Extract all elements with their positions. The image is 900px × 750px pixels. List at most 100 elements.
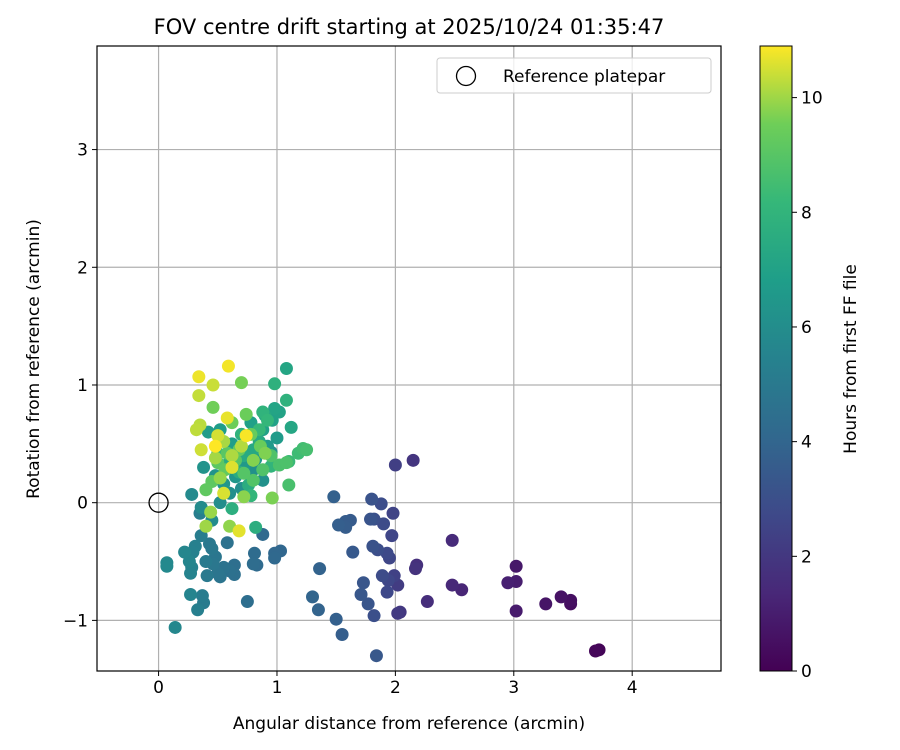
y-tick-label: 2 bbox=[77, 258, 88, 278]
y-tick-label: 3 bbox=[77, 141, 88, 161]
data-point bbox=[234, 376, 248, 390]
colorbar-tick-label: 4 bbox=[801, 433, 812, 453]
data-point bbox=[268, 551, 282, 565]
y-tick-label: 0 bbox=[77, 494, 88, 514]
data-point bbox=[184, 587, 198, 601]
chart-title: FOV centre drift starting at 2025/10/24 … bbox=[154, 15, 665, 39]
data-point bbox=[246, 557, 260, 571]
data-point bbox=[199, 483, 213, 497]
data-point bbox=[501, 576, 515, 590]
x-axis-ticks: 0 1 2 3 4 bbox=[153, 671, 638, 698]
data-point bbox=[313, 562, 327, 576]
data-point bbox=[191, 603, 205, 617]
data-point bbox=[375, 569, 389, 583]
data-point bbox=[367, 609, 381, 623]
x-tick-label: 1 bbox=[272, 678, 283, 698]
data-point bbox=[199, 519, 213, 533]
x-tick-label: 0 bbox=[153, 678, 164, 698]
data-point bbox=[539, 597, 553, 611]
data-point bbox=[268, 402, 282, 416]
data-point bbox=[265, 491, 279, 505]
data-point bbox=[192, 389, 206, 403]
x-tick-label: 2 bbox=[390, 678, 401, 698]
data-point bbox=[588, 644, 602, 658]
data-point bbox=[369, 649, 383, 663]
data-point bbox=[409, 562, 423, 576]
data-point bbox=[237, 490, 251, 504]
data-point bbox=[199, 555, 213, 569]
colorbar: 0 2 4 6 8 10 Hours from first FF file bbox=[759, 45, 861, 682]
data-point bbox=[195, 589, 209, 603]
x-tick-label: 3 bbox=[508, 678, 519, 698]
data-point bbox=[211, 429, 225, 443]
colorbar-tick-label: 6 bbox=[801, 318, 812, 338]
y-axis-label: Rotation from reference (arcmin) bbox=[24, 219, 44, 499]
data-point bbox=[554, 590, 568, 604]
data-point bbox=[185, 487, 199, 501]
data-point bbox=[258, 446, 272, 460]
data-point bbox=[391, 606, 405, 620]
legend-box bbox=[436, 57, 712, 94]
data-point bbox=[225, 449, 239, 463]
data-point bbox=[256, 463, 270, 477]
data-point bbox=[225, 502, 239, 516]
x-axis-label: Angular distance from reference (arcmin) bbox=[233, 714, 585, 734]
data-point bbox=[246, 453, 260, 467]
data-point bbox=[168, 620, 182, 634]
data-point bbox=[284, 420, 298, 434]
data-point bbox=[361, 597, 375, 611]
legend: Reference platepar bbox=[436, 57, 712, 94]
data-point bbox=[261, 413, 275, 427]
colorbar-gradient bbox=[759, 45, 793, 672]
data-point bbox=[239, 407, 253, 421]
data-point bbox=[364, 512, 378, 526]
data-point bbox=[270, 431, 284, 445]
data-point bbox=[184, 566, 198, 580]
data-point bbox=[208, 451, 222, 465]
colorbar-tick-label: 10 bbox=[801, 89, 823, 109]
data-point bbox=[204, 505, 218, 519]
legend-marker-icon bbox=[455, 65, 477, 87]
data-point bbox=[192, 370, 206, 384]
data-point bbox=[202, 537, 216, 551]
data-point bbox=[385, 529, 399, 543]
data-point bbox=[445, 533, 459, 547]
colorbar-ticks: 0 2 4 6 8 10 bbox=[792, 89, 823, 682]
data-point bbox=[354, 587, 368, 601]
data-point bbox=[197, 460, 211, 474]
data-point bbox=[221, 359, 235, 373]
data-point bbox=[386, 506, 400, 520]
data-point bbox=[213, 471, 227, 485]
data-point bbox=[189, 423, 203, 437]
colorbar-label: Hours from first FF file bbox=[841, 264, 861, 454]
data-point bbox=[300, 443, 314, 457]
data-point bbox=[217, 486, 231, 500]
data-points bbox=[160, 359, 606, 663]
y-axis-ticks: −1 0 1 2 3 bbox=[63, 141, 97, 631]
data-point bbox=[246, 473, 260, 487]
data-point bbox=[206, 400, 220, 414]
data-point bbox=[200, 569, 214, 583]
data-point bbox=[282, 478, 296, 492]
reference-point-marker bbox=[148, 492, 169, 513]
colorbar-tick-label: 2 bbox=[801, 547, 812, 567]
data-point bbox=[232, 524, 246, 538]
data-point bbox=[239, 429, 253, 443]
data-point bbox=[208, 439, 222, 453]
data-point bbox=[445, 578, 459, 592]
legend-label: Reference platepar bbox=[503, 67, 665, 87]
data-point bbox=[225, 460, 239, 474]
data-point bbox=[279, 362, 293, 376]
data-point bbox=[194, 443, 208, 457]
data-point bbox=[332, 518, 346, 532]
data-point bbox=[406, 453, 420, 467]
data-point bbox=[509, 559, 523, 573]
y-tick-label: −1 bbox=[63, 611, 88, 631]
data-point bbox=[366, 539, 380, 553]
data-point bbox=[327, 490, 341, 504]
data-point bbox=[346, 545, 360, 559]
data-point bbox=[329, 612, 343, 626]
reference-marker-group bbox=[148, 492, 169, 513]
data-point bbox=[247, 546, 261, 560]
